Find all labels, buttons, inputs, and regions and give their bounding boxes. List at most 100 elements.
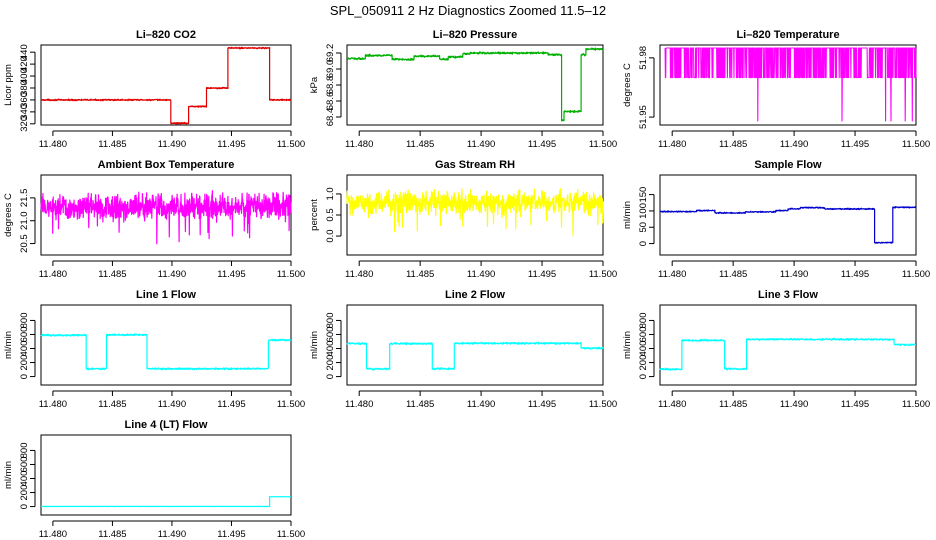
x-tick-label: 11.485 bbox=[98, 139, 126, 150]
y-tick-label: 51.95 bbox=[638, 105, 649, 129]
x-tick-label: 11.495 bbox=[217, 399, 245, 410]
y-tick-label: 200 bbox=[325, 355, 336, 371]
y-tick-label: 320 bbox=[19, 116, 30, 132]
y-tick-label: 0 bbox=[19, 374, 30, 379]
y-tick-label: 0 bbox=[325, 374, 336, 379]
series-line-pressure bbox=[346, 47, 604, 122]
x-tick-label: 11.480 bbox=[345, 139, 373, 150]
y-axis-label: Licor ppm bbox=[3, 64, 14, 106]
x-tick-label: 11.485 bbox=[406, 139, 434, 150]
y-tick-label: 400 bbox=[19, 471, 30, 487]
x-tick-label: 11.500 bbox=[589, 399, 617, 410]
x-tick-label: 11.495 bbox=[841, 399, 869, 410]
x-tick-label: 11.485 bbox=[719, 269, 747, 280]
y-tick-label: 200 bbox=[19, 355, 30, 371]
panel-title: Li–820 Temperature bbox=[736, 29, 839, 41]
x-tick-label: 11.485 bbox=[98, 529, 126, 540]
series-line-line4 bbox=[40, 496, 292, 508]
y-axis-label: percent bbox=[309, 199, 320, 231]
series-line-line1 bbox=[40, 333, 292, 371]
plot-frame bbox=[346, 44, 604, 126]
x-tick-label: 11.500 bbox=[902, 269, 930, 280]
x-tick-label: 11.495 bbox=[841, 139, 869, 150]
series-line-temperature bbox=[664, 47, 917, 122]
y-axis-label: degrees C bbox=[622, 63, 633, 107]
series-line-rh bbox=[346, 188, 604, 236]
x-tick-label: 11.485 bbox=[98, 399, 126, 410]
panel-ambient: Ambient Box Temperature 11.480 11.485 11.49… bbox=[3, 159, 305, 280]
y-tick-label: 1.0 bbox=[325, 187, 336, 200]
y-tick-label: 400 bbox=[19, 341, 30, 357]
panel-pressure: Li–820 Pressure 11.480 11.485 11.490 11.495 1… bbox=[309, 29, 617, 150]
x-tick-label: 11.495 bbox=[528, 269, 556, 280]
y-tick-label: 68.8 bbox=[325, 76, 336, 95]
plot-frame bbox=[40, 44, 292, 126]
y-tick-label: 340 bbox=[19, 104, 30, 120]
y-tick-label: 68.4 bbox=[325, 108, 336, 127]
y-tick-label: 150 bbox=[638, 187, 649, 203]
panel-line4: Line 4 (LT) Flow 11.480 11.485 11.490 11.495… bbox=[3, 419, 305, 540]
x-tick-label: 11.500 bbox=[277, 529, 305, 540]
y-tick-label: 51.98 bbox=[638, 46, 649, 70]
x-tick-label: 11.495 bbox=[528, 139, 556, 150]
y-tick-label: 420 bbox=[19, 56, 30, 72]
x-tick-label: 11.500 bbox=[589, 269, 617, 280]
x-tick-label: 11.480 bbox=[658, 139, 686, 150]
panel-line2: Line 2 Flow 11.480 11.485 11.490 11.495 11.50… bbox=[309, 289, 617, 410]
y-axis-label: ml/min bbox=[622, 201, 633, 229]
plot-frame bbox=[346, 304, 604, 386]
panel-title: Ambient Box Temperature bbox=[98, 159, 235, 171]
y-tick-label: 20.5 bbox=[19, 234, 30, 253]
x-tick-label: 11.500 bbox=[277, 269, 305, 280]
x-tick-label: 11.485 bbox=[98, 269, 126, 280]
x-tick-label: 11.485 bbox=[406, 269, 434, 280]
plot-frame bbox=[346, 174, 604, 256]
y-tick-label: 400 bbox=[638, 341, 649, 357]
panel-title: Line 4 (LT) Flow bbox=[125, 419, 208, 431]
plot-frame bbox=[659, 304, 917, 386]
y-tick-label: 800 bbox=[638, 313, 649, 329]
panel-co2: Li–820 CO2 11.480 11.485 11.490 11.495 11.500… bbox=[3, 29, 305, 150]
x-tick-label: 11.485 bbox=[719, 399, 747, 410]
y-tick-label: 69.2 bbox=[325, 44, 336, 63]
y-axis-label: ml/min bbox=[622, 331, 633, 359]
y-axis-label: ml/min bbox=[3, 461, 14, 489]
y-tick-label: 200 bbox=[19, 485, 30, 501]
y-tick-label: 600 bbox=[638, 327, 649, 343]
x-tick-label: 11.480 bbox=[39, 399, 67, 410]
y-tick-label: 0 bbox=[638, 241, 649, 246]
x-tick-label: 11.490 bbox=[780, 269, 808, 280]
y-tick-label: 0.5 bbox=[325, 208, 336, 221]
y-axis-label: ml/min bbox=[3, 331, 14, 359]
y-tick-label: 200 bbox=[638, 355, 649, 371]
panel-temperature: Li–820 Temperature 11.480 11.485 11.490 11.4… bbox=[622, 29, 930, 150]
page-title: SPL_050911 2 Hz Diagnostics Zoomed 11.5–… bbox=[329, 3, 607, 18]
panel-title: Line 2 Flow bbox=[445, 289, 505, 301]
y-tick-label: 21.0 bbox=[19, 211, 30, 230]
x-tick-label: 11.480 bbox=[345, 399, 373, 410]
panel-title: Li–820 Pressure bbox=[433, 29, 517, 41]
x-tick-label: 11.495 bbox=[217, 139, 245, 150]
series-line-sample bbox=[659, 206, 917, 244]
plot-frame bbox=[40, 304, 292, 386]
y-tick-label: 100 bbox=[638, 203, 649, 219]
series-line-line3 bbox=[659, 337, 917, 371]
panel-title: Gas Stream RH bbox=[435, 159, 515, 171]
y-tick-label: 600 bbox=[19, 327, 30, 343]
x-tick-label: 11.480 bbox=[658, 399, 686, 410]
x-tick-label: 11.495 bbox=[841, 269, 869, 280]
x-tick-label: 11.480 bbox=[39, 529, 67, 540]
x-tick-label: 11.480 bbox=[39, 139, 67, 150]
x-tick-label: 11.500 bbox=[589, 139, 617, 150]
y-tick-label: 69.0 bbox=[325, 60, 336, 79]
x-tick-label: 11.490 bbox=[780, 139, 808, 150]
x-tick-label: 11.500 bbox=[277, 399, 305, 410]
panel-title: Li–820 CO2 bbox=[136, 29, 196, 41]
x-tick-label: 11.490 bbox=[467, 399, 495, 410]
plot-frame bbox=[659, 44, 917, 126]
x-tick-label: 11.490 bbox=[158, 399, 186, 410]
x-tick-label: 11.490 bbox=[158, 269, 186, 280]
series-line-co2 bbox=[40, 46, 292, 125]
y-tick-label: 400 bbox=[325, 341, 336, 357]
y-tick-label: 800 bbox=[19, 313, 30, 329]
